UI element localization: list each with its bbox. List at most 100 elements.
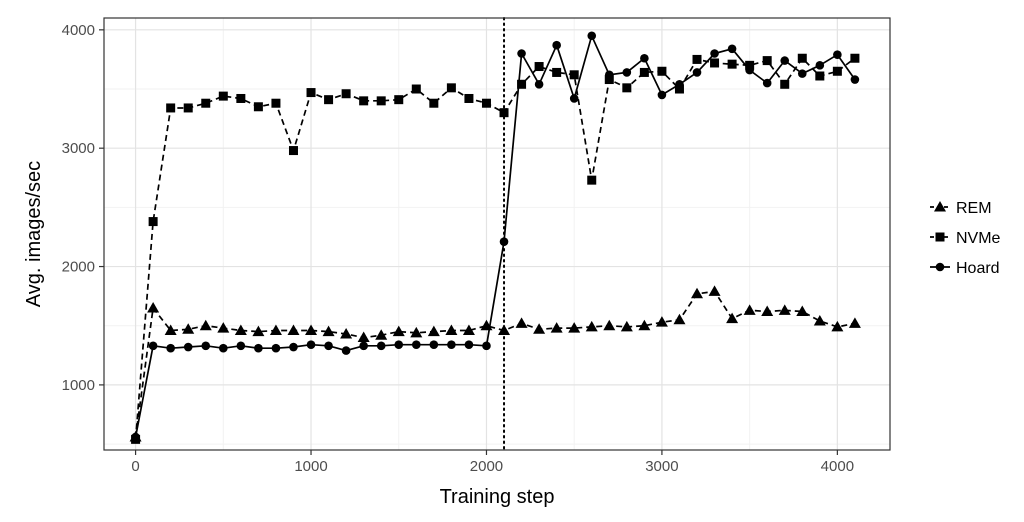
data-point-hoard (552, 40, 561, 50)
data-point-hoard (482, 341, 491, 351)
data-point-nvme (271, 98, 281, 108)
data-point-nvme (587, 175, 597, 185)
data-point-hoard (692, 68, 702, 77)
data-point-nvme (429, 98, 439, 108)
x-tick-label: 1000 (294, 458, 327, 475)
data-point-rem (392, 325, 405, 337)
data-point-nvme (569, 70, 579, 80)
data-point-rem (462, 324, 475, 335)
x-axis-title: Training step (440, 486, 555, 508)
data-point-nvme (745, 60, 755, 70)
data-point-nvme (674, 84, 684, 94)
data-point-nvme (710, 58, 720, 68)
data-point-hoard (306, 340, 316, 349)
data-point-hoard (640, 53, 649, 63)
data-point-nvme (288, 146, 298, 156)
data-point-rem (620, 320, 633, 332)
data-point-hoard (289, 342, 298, 352)
data-point-rem (515, 317, 528, 328)
data-point-hoard (429, 340, 439, 349)
data-point-rem (445, 324, 458, 335)
data-point-rem (638, 319, 651, 331)
x-axis-ticks: 0 1000 2000 3000 4000 (131, 450, 854, 475)
data-point-rem (164, 324, 177, 335)
data-point-rem (375, 329, 388, 340)
data-point-hoard (517, 49, 526, 58)
series-line-nvme (134, 57, 856, 440)
data-point-hoard (324, 341, 333, 351)
data-point-hoard (183, 342, 193, 352)
plot-panel-border (103, 17, 891, 451)
data-point-nvme (148, 217, 158, 227)
series-nvme (131, 53, 860, 444)
x-tick-label: 2000 (470, 458, 503, 475)
data-point-nvme (183, 103, 193, 113)
data-point-rem (726, 312, 739, 324)
y-tick-label: 4000 (62, 22, 95, 39)
data-point-nvme (481, 98, 491, 108)
data-point-nvme (639, 67, 649, 77)
y-tick-label: 3000 (62, 140, 95, 157)
data-point-nvme (218, 91, 228, 101)
data-point-nvme (324, 95, 334, 105)
legend-key-marker (934, 201, 946, 212)
data-point-nvme (832, 66, 842, 76)
data-point-rem (603, 319, 616, 331)
data-point-rem (498, 324, 511, 335)
data-point-hoard (499, 237, 509, 246)
data-point-rem (743, 304, 756, 315)
data-point-hoard (236, 341, 246, 351)
data-point-nvme (727, 59, 737, 69)
data-point-rem (340, 328, 353, 339)
data-point-rem (585, 320, 598, 332)
data-point-rem (655, 316, 668, 327)
data-point-rem (427, 325, 440, 337)
data-point-nvme (534, 62, 544, 72)
data-point-rem (550, 322, 563, 333)
data-point-hoard (341, 346, 351, 355)
data-point-rem (831, 320, 844, 332)
data-point-hoard (359, 341, 368, 351)
data-point-nvme (394, 95, 404, 105)
data-point-hoard (271, 343, 281, 353)
data-point-rem (234, 324, 247, 335)
series-hoard (131, 31, 860, 442)
data-point-nvme (359, 96, 369, 106)
data-point-hoard (622, 68, 632, 77)
data-point-nvme (657, 66, 667, 76)
data-point-hoard (201, 341, 211, 351)
data-point-rem (848, 317, 861, 328)
data-point-hoard (815, 61, 825, 70)
data-point-nvme (815, 71, 825, 81)
data-point-hoard (219, 343, 228, 353)
data-point-hoard (797, 69, 807, 78)
data-point-nvme (692, 54, 702, 64)
data-point-hoard (727, 44, 737, 54)
legend-label: REM (956, 200, 992, 217)
legend-item-nvme: NVMe (930, 230, 1001, 247)
x-tick-label: 0 (131, 458, 139, 475)
data-point-nvme (411, 84, 421, 94)
data-point-nvme (376, 96, 386, 106)
data-point-nvme (253, 102, 263, 112)
data-point-rem (533, 323, 546, 334)
legend-key-marker (935, 262, 945, 272)
data-point-rem (322, 325, 335, 337)
data-point-hoard (850, 75, 860, 84)
data-point-rem (761, 305, 774, 317)
data-point-nvme (604, 75, 614, 85)
data-point-nvme (517, 79, 527, 89)
data-point-hoard (166, 343, 175, 353)
data-point-nvme (306, 88, 316, 98)
data-point-nvme (166, 103, 176, 113)
data-point-rem (691, 287, 704, 299)
y-tick-label: 1000 (62, 377, 95, 394)
data-point-hoard (745, 65, 754, 75)
data-point-rem (252, 325, 265, 337)
data-point-rem (410, 326, 423, 338)
data-point-nvme (499, 108, 509, 118)
data-point-rem (269, 324, 282, 335)
legend-label: Hoard (956, 260, 1000, 277)
legend-item-rem: REM (930, 200, 992, 217)
